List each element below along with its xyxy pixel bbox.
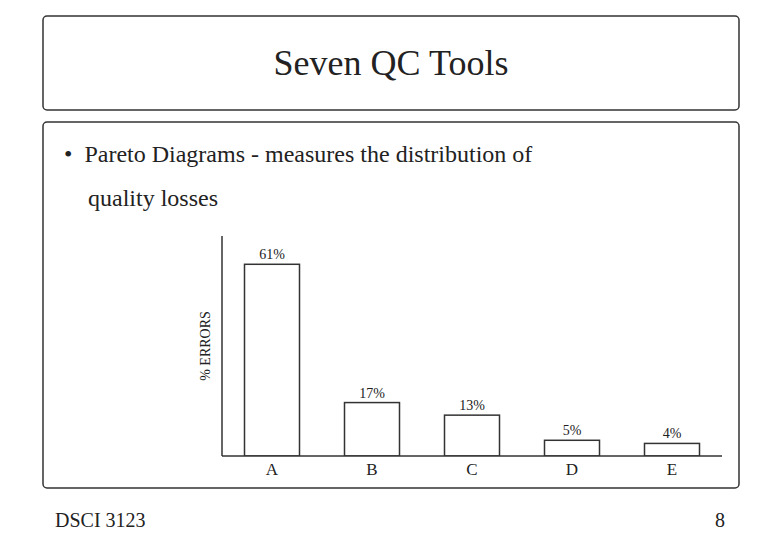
bar: [445, 415, 500, 456]
content-box: [43, 122, 739, 488]
x-tick-label: A: [266, 460, 279, 479]
footer-text: DSCI 3123: [55, 509, 146, 531]
bar: [345, 403, 400, 456]
background: [0, 0, 780, 540]
data-label: 13%: [459, 398, 485, 413]
x-axis-line: [222, 455, 722, 457]
x-tick-label: C: [466, 460, 477, 479]
bullet-text: • Pareto Diagrams - measures the distrib…: [64, 141, 532, 167]
chart-root: Seven QC Tools • Pareto Diagrams - measur…: [0, 0, 780, 540]
data-label: 17%: [359, 386, 385, 401]
x-tick-label: E: [667, 460, 677, 479]
footer-text: 8: [715, 509, 725, 531]
bar: [545, 440, 600, 456]
bar: [245, 264, 300, 456]
bars: [245, 264, 700, 456]
data-label: 4%: [663, 426, 682, 441]
data-label: 61%: [259, 247, 285, 262]
y-axis-line: [221, 236, 223, 456]
x-tick-label: B: [366, 460, 377, 479]
title-box: [43, 16, 739, 110]
x-tick-label: D: [566, 460, 578, 479]
data-label: 5%: [563, 423, 582, 438]
bullet-text: quality losses: [64, 185, 218, 211]
y-axis-label: % ERRORS: [198, 311, 213, 381]
bar: [645, 443, 700, 456]
title: Seven QC Tools: [274, 43, 509, 83]
